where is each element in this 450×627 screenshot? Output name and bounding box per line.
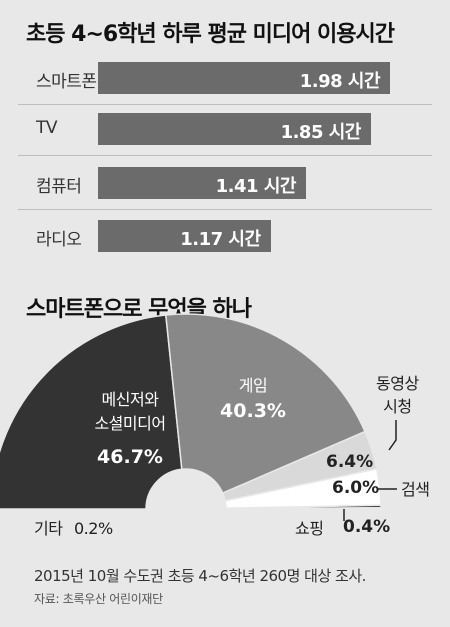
bar-row-radio: 라디오 1.17 시간 — [0, 220, 450, 252]
pie-slice-1 — [164, 313, 366, 495]
slice-value-video: 6.4% — [326, 452, 374, 472]
survey-note: 2015년 10월 수도권 초등 4~6학년 260명 대상 조사. — [34, 567, 366, 585]
source-credit: 자료: 초록우산 어린이재단 — [34, 592, 163, 606]
bar-chart-title: 초등 4~6학년 하루 평균 미디어 이용시간 — [26, 22, 395, 47]
bar-tv: 1.85 시간 — [98, 113, 371, 145]
bar-value-label: 1.17 시간 — [180, 229, 261, 250]
bar-row-tv: TV 1.85 시간 — [0, 113, 450, 145]
slice-label-game: 게임 — [238, 376, 268, 395]
slice-label-other: 기타 — [34, 519, 63, 538]
bar-category-label: 라디오 — [36, 230, 82, 250]
row-divider — [18, 155, 432, 156]
slice-label-search: 검색 — [401, 480, 430, 499]
slice-label-messenger: 메신저와 소셜미디어 — [94, 390, 166, 433]
bar-category-label: 스마트폰 — [36, 72, 97, 92]
slice-label-shopping: 쇼핑 — [295, 519, 324, 538]
bar-row-smartphone: 스마트폰 1.98 시간 — [0, 62, 450, 94]
bar-value-label: 1.41 시간 — [215, 176, 297, 197]
bar-value-label: 1.98 시간 — [299, 71, 381, 92]
row-divider — [18, 209, 432, 210]
bar-row-computer: 컴퓨터 1.41 시간 — [0, 167, 450, 199]
row-divider — [18, 104, 432, 105]
leader-line-0 — [388, 420, 397, 451]
slice-value-game: 40.3% — [220, 400, 286, 422]
slice-value-search: 6.0% — [332, 478, 380, 498]
bar-radio: 1.17 시간 — [98, 220, 271, 252]
slice-value-shopping: 0.4% — [343, 517, 391, 537]
bar-computer: 1.41 시간 — [98, 167, 306, 199]
bar-category-label: 컴퓨터 — [36, 177, 82, 197]
slice-value-other: 0.2% — [74, 519, 113, 538]
slice-label-video: 동영상 시청 — [376, 374, 419, 416]
pie-slice-5 — [225, 507, 382, 510]
bar-smartphone: 1.98 시간 — [98, 62, 391, 94]
pie-slice-0 — [0, 314, 183, 510]
bar-value-label: 1.85 시간 — [280, 122, 362, 143]
bar-category-label: TV — [36, 118, 58, 138]
slice-value-messenger: 46.7% — [97, 446, 163, 468]
